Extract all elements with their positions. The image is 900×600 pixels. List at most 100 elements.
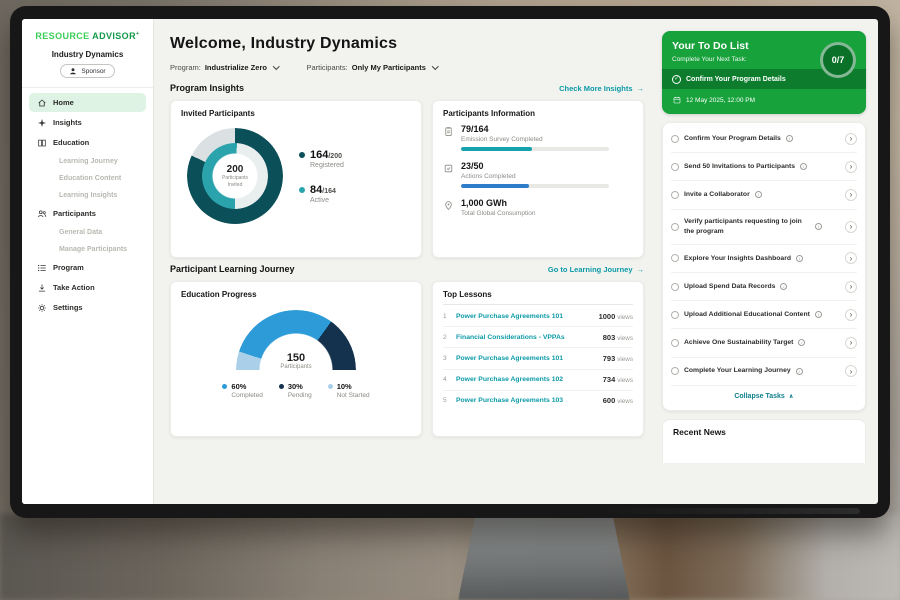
task-chevron-icon[interactable]: ›: [845, 252, 857, 265]
task-checkbox[interactable]: [671, 282, 679, 291]
gauge-legend: 60% Completed 30% Pending 10% Not Started: [222, 382, 370, 399]
task-item[interactable]: Achieve One Sustainability Target i ›: [671, 329, 857, 358]
task-item[interactable]: Upload Spend Data Records i ›: [671, 273, 857, 302]
task-item[interactable]: Complete Your Learning Journey i ›: [671, 358, 857, 386]
legend-label: Pending: [287, 392, 312, 399]
task-item[interactable]: Confirm Your Program Details i ›: [671, 125, 857, 154]
task-checkbox[interactable]: [671, 338, 679, 347]
info-icon: i: [795, 367, 803, 375]
task-checkbox[interactable]: [671, 367, 679, 376]
lesson-link[interactable]: Financial Considerations - VPPAs: [456, 333, 565, 341]
survey-clipboard-icon: [443, 126, 454, 137]
completed-dot: [222, 384, 228, 389]
card-title: Participants Information: [443, 109, 536, 118]
logo-text-advisor: ADVISOR: [92, 31, 136, 41]
sidebar-item-learning-journey[interactable]: Learning Journey: [29, 153, 146, 169]
task-checkbox[interactable]: [671, 134, 679, 143]
stat-actions-completed: 23/50 Actions Completed: [443, 161, 633, 188]
lesson-link[interactable]: Power Purchase Agreements 102: [456, 376, 564, 384]
program-insights-cards: Invited Participants 200 Participants In…: [170, 100, 644, 258]
recent-news-card: Recent News: [662, 418, 866, 463]
divider: [22, 87, 153, 88]
section-title-program-insights: Program Insights: [170, 83, 245, 93]
lesson-link[interactable]: Power Purchase Agreements 103: [456, 397, 564, 405]
take-action-download-icon: [37, 283, 47, 293]
task-item[interactable]: Explore Your Insights Dashboard i ›: [671, 245, 857, 273]
collapse-tasks-button[interactable]: Collapse Tasks ∧: [671, 386, 857, 408]
page-title: Welcome, Industry Dynamics: [170, 35, 398, 52]
invited-participants-donut: 200 Participants Invited: [187, 128, 283, 224]
views-count: 1000: [598, 311, 616, 321]
participants-filter-dropdown[interactable]: Participants: Only My Participants: [306, 63, 439, 72]
sidebar-item-label: Settings: [53, 303, 83, 312]
program-list-icon: [37, 263, 47, 273]
task-chevron-icon[interactable]: ›: [845, 280, 857, 293]
main-content: Welcome, Industry Dynamics Program: Indu…: [154, 19, 654, 504]
lesson-rank: 4: [443, 376, 447, 384]
todo-due-row: 12 May 2025, 12:00 PM: [672, 96, 856, 104]
task-chevron-icon[interactable]: ›: [845, 188, 857, 201]
sidebar-item-settings[interactable]: Settings: [29, 298, 146, 317]
sidebar-item-take-action[interactable]: Take Action: [29, 278, 146, 297]
sidebar-item-program[interactable]: Program: [29, 258, 146, 277]
invited-participants-card: Invited Participants 200 Participants In…: [170, 100, 422, 258]
active-dot: [299, 186, 305, 193]
task-label: Upload Spend Data Records: [684, 282, 776, 290]
card-title: Education Progress: [181, 290, 257, 299]
stat-value: 1,000 GWh: [461, 198, 508, 208]
task-item[interactable]: Send 50 Invitations to Participants i ›: [671, 153, 857, 182]
task-chevron-icon[interactable]: ›: [845, 336, 857, 349]
legend-label: Completed: [231, 392, 263, 399]
sidebar-item-participants[interactable]: Participants: [29, 204, 146, 223]
lesson-row: 2 Financial Considerations - VPPAs 803 vi…: [443, 327, 633, 349]
task-chevron-icon[interactable]: ›: [845, 308, 857, 321]
sidebar-item-insights[interactable]: Insights: [29, 113, 146, 132]
sidebar-item-general-data[interactable]: General Data: [29, 224, 146, 240]
task-item[interactable]: Verify participants requesting to join t…: [671, 210, 857, 245]
task-checkbox[interactable]: [671, 162, 679, 171]
task-chevron-icon[interactable]: ›: [845, 132, 857, 145]
task-item[interactable]: Invite a Collaborator i ›: [671, 181, 857, 210]
sidebar-item-manage-participants[interactable]: Manage Participants: [29, 241, 146, 257]
task-chevron-icon[interactable]: ›: [845, 365, 857, 378]
consumption-pin-icon: [443, 200, 454, 211]
info-icon: i: [815, 223, 822, 231]
sidebar-item-education[interactable]: Education: [29, 133, 146, 152]
stat-value: 79/164: [461, 124, 489, 134]
todo-next-task[interactable]: ✓ Confirm Your Program Details: [662, 69, 866, 89]
views-suffix: views: [617, 313, 633, 321]
sidebar-item-learning-insights[interactable]: Learning Insights: [29, 187, 146, 203]
sidebar-item-label: Home: [53, 98, 74, 107]
filters-row: Program: Industrialize Zero Participants…: [170, 63, 644, 72]
registered-label: Registered: [310, 161, 344, 169]
lesson-link[interactable]: Power Purchase Agreements 101: [456, 354, 564, 362]
todo-title: Your To Do List: [672, 40, 749, 52]
task-label: Confirm Your Program Details: [684, 134, 781, 142]
education-progress-card: Education Progress 150 Participants: [170, 281, 422, 437]
task-checkbox[interactable]: [671, 254, 679, 263]
task-chevron-icon[interactable]: ›: [845, 220, 857, 233]
stat-global-consumption: 1,000 GWh Total Global Consumption: [443, 198, 633, 221]
go-to-learning-journey-link[interactable]: Go to Learning Journey →: [548, 265, 644, 274]
task-checkbox[interactable]: [671, 222, 679, 231]
lesson-link[interactable]: Power Purchase Agreements 101: [456, 312, 564, 320]
info-icon: i: [814, 311, 822, 319]
program-filter-dropdown[interactable]: Program: Industrialize Zero: [170, 63, 280, 72]
sidebar-item-home[interactable]: Home: [29, 93, 146, 112]
stat-value: 23/50: [461, 161, 484, 171]
views-suffix: views: [617, 334, 633, 342]
legend-pct: 60%: [231, 382, 247, 391]
legend-not-started: 10% Not Started: [327, 382, 370, 399]
gauge-center-label: Participants: [280, 364, 312, 370]
info-icon: i: [798, 339, 806, 347]
participants-people-icon: [37, 209, 47, 219]
sidebar-item-education-content[interactable]: Education Content: [29, 170, 146, 186]
task-checkbox[interactable]: [671, 190, 679, 199]
task-chevron-icon[interactable]: ›: [845, 160, 857, 173]
lesson-rank: 2: [443, 333, 447, 341]
check-more-insights-link[interactable]: Check More Insights →: [559, 84, 644, 93]
stat-label: Emission Survey Completed: [461, 136, 543, 143]
right-panel: Your To Do List Complete Your Next Task:…: [654, 19, 878, 504]
task-item[interactable]: Upload Additional Educational Content i …: [671, 301, 857, 330]
task-checkbox[interactable]: [671, 310, 679, 319]
